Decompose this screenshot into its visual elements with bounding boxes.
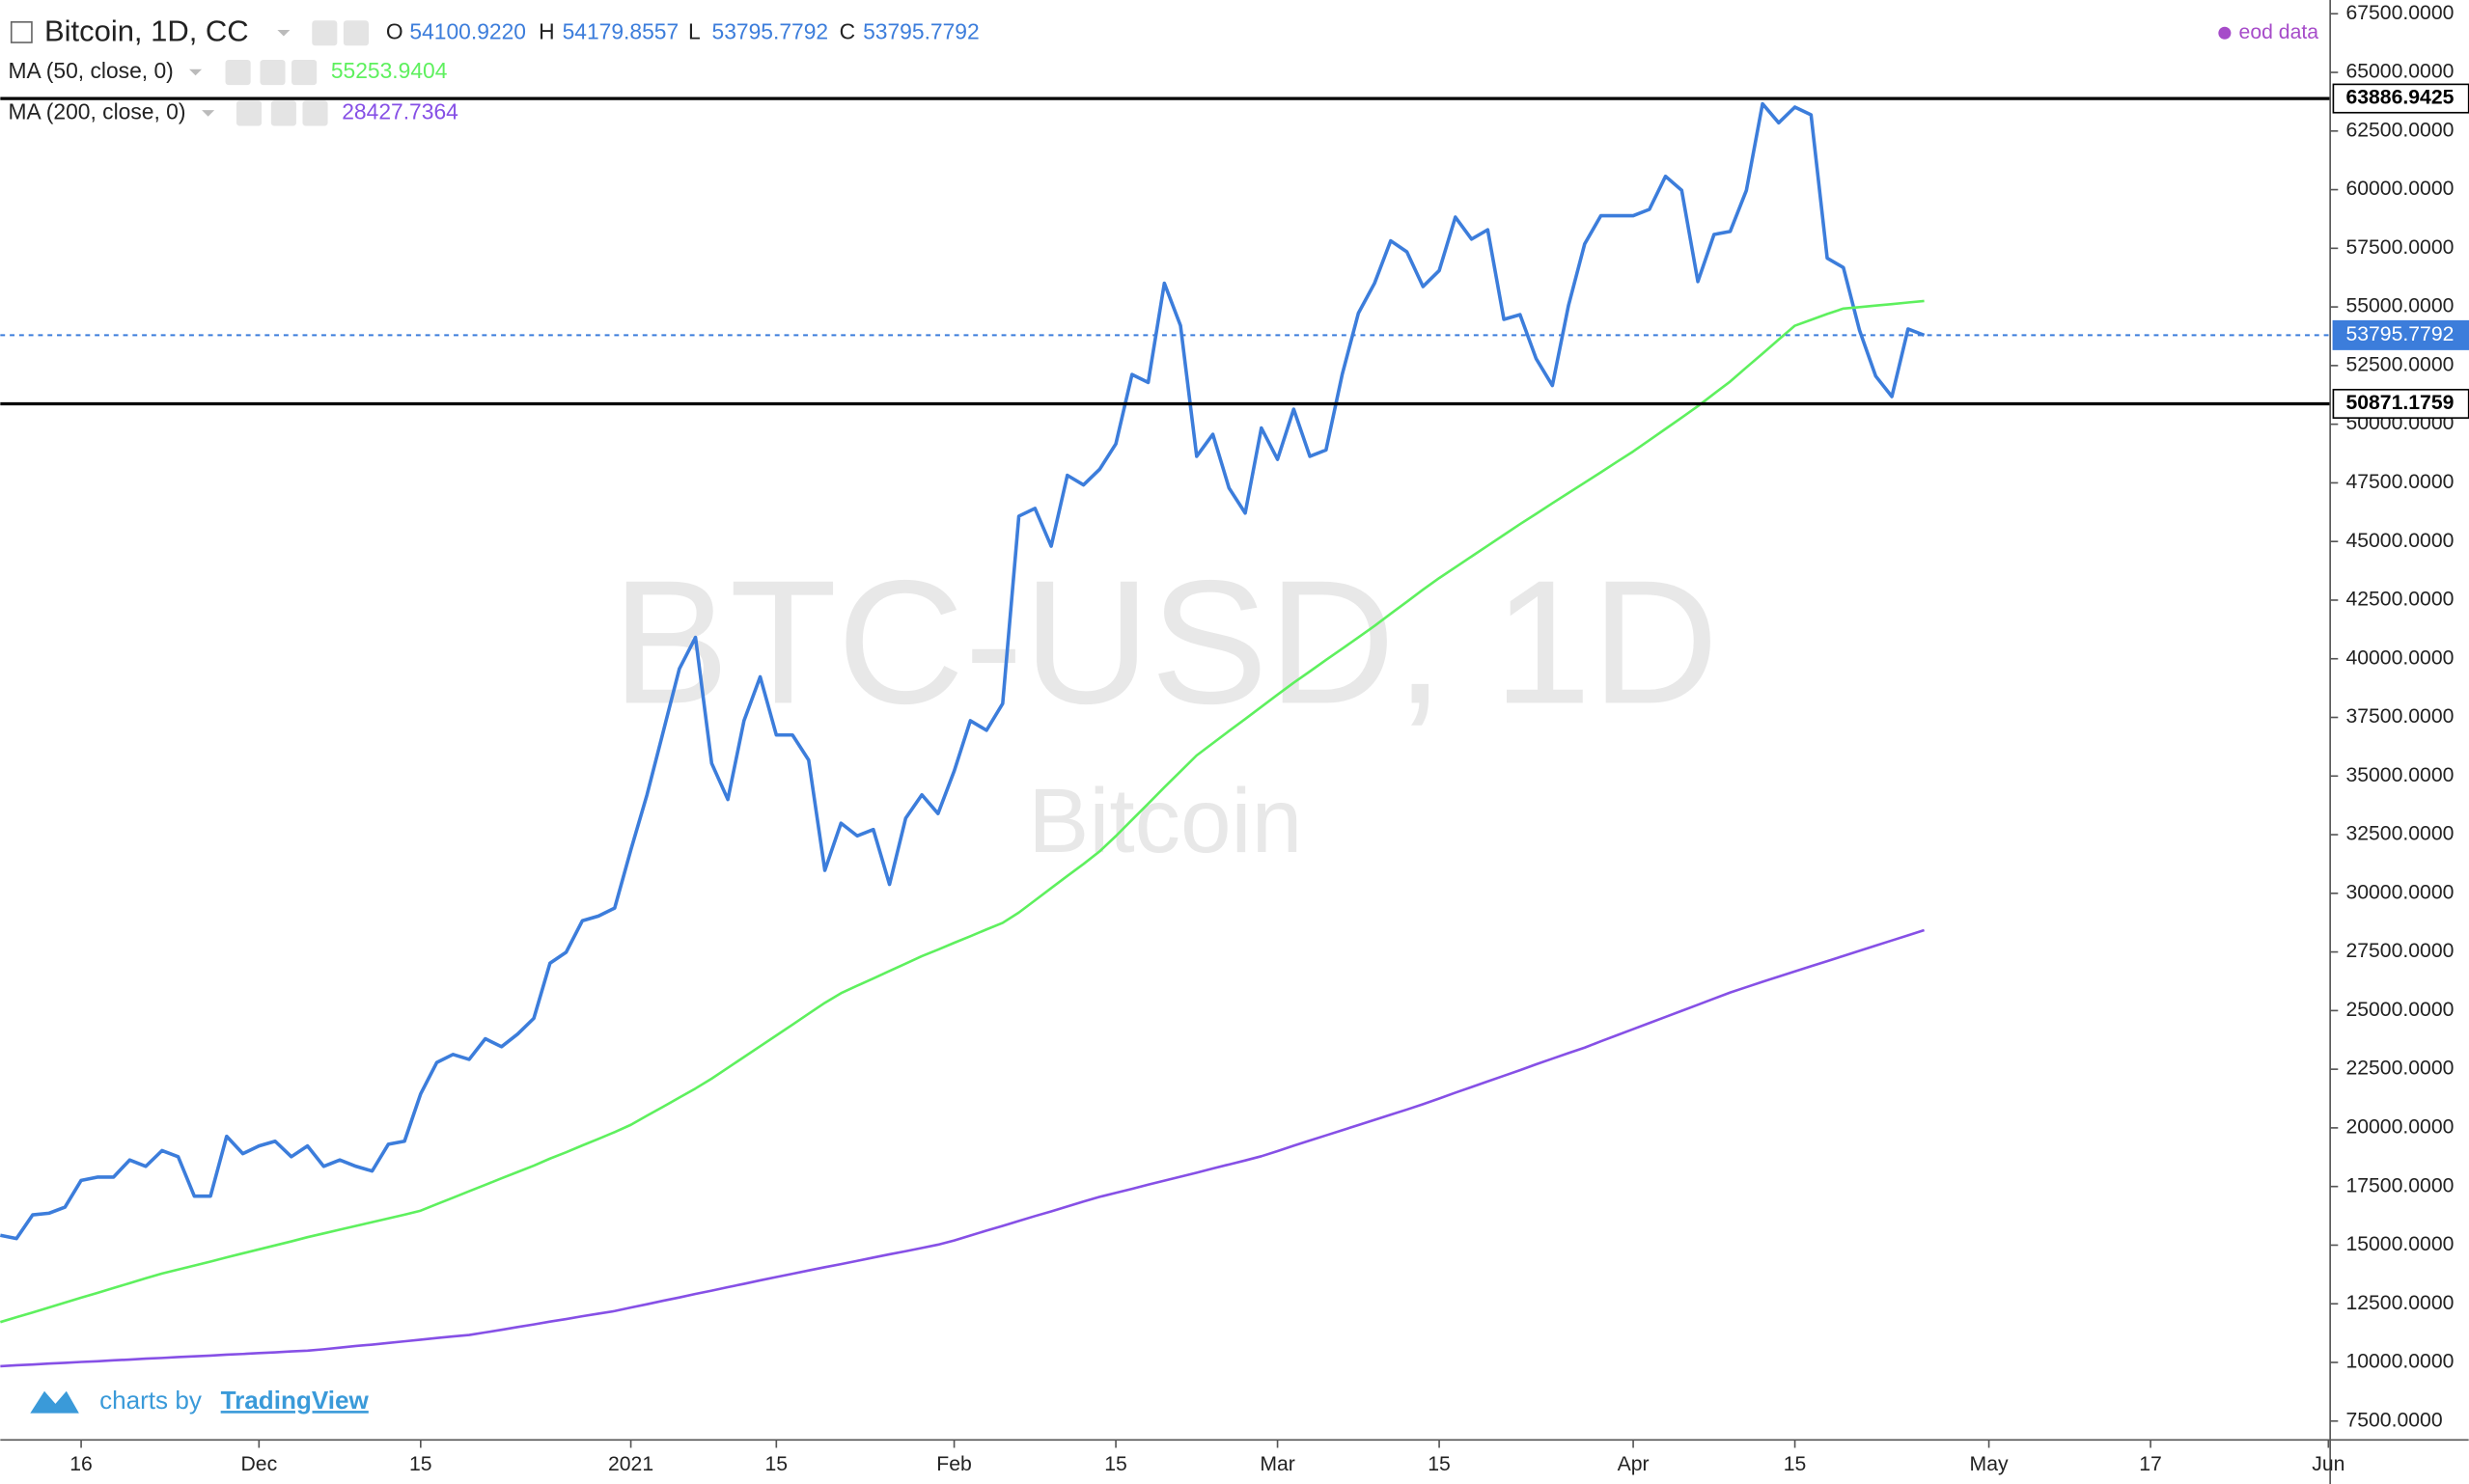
y-tick-label: 37500.0000 — [2345, 705, 2454, 728]
y-tick-label: 65000.0000 — [2345, 61, 2454, 83]
legend-icon — [312, 20, 338, 46]
y-tick-label: 45000.0000 — [2345, 530, 2454, 552]
y-tick-label: 52500.0000 — [2345, 353, 2454, 375]
watermark-symbol: BTC-USD, 1D — [612, 543, 1719, 740]
source-label: eod data — [2239, 21, 2319, 43]
legend-value: 55253.9404 — [331, 58, 448, 83]
x-tick-label: Jun — [2312, 1453, 2344, 1475]
ohlc-value: 54179.8557 — [563, 18, 680, 43]
y-tick-label: 32500.0000 — [2345, 823, 2454, 845]
series-line — [0, 101, 1926, 1241]
legend-icon — [291, 59, 318, 86]
legend-icon — [225, 59, 251, 86]
x-tick-label: 17 — [2139, 1453, 2162, 1475]
x-tick-label: 2021 — [608, 1453, 653, 1475]
ohlc-name: O — [386, 18, 403, 43]
ohlc-name: L — [688, 18, 701, 43]
y-tick-label: 15000.0000 — [2345, 1233, 2454, 1255]
x-tick-label: 16 — [69, 1453, 93, 1475]
y-tick-label: 55000.0000 — [2345, 295, 2454, 317]
logo-shape — [30, 1390, 79, 1414]
legend-value: 28427.7364 — [342, 98, 458, 124]
ohlc-value: 53795.7792 — [863, 18, 980, 43]
price-label-box — [2332, 388, 2469, 419]
x-tick-label: Apr — [1618, 1453, 1650, 1475]
price-label: 50871.1759 — [2345, 392, 2454, 414]
legend-icon — [236, 100, 263, 126]
brand-link[interactable]: TradingView — [221, 1386, 370, 1415]
source-dot — [2218, 26, 2232, 40]
x-tick-label: Feb — [936, 1453, 972, 1475]
y-tick-label: 17500.0000 — [2345, 1174, 2454, 1196]
ohlc-name: C — [840, 18, 855, 43]
x-tick-label: 15 — [1784, 1453, 1807, 1475]
y-tick-label: 67500.0000 — [2345, 2, 2454, 24]
y-tick-label: 42500.0000 — [2345, 589, 2454, 611]
legend-name: MA (200, close, 0) — [8, 98, 185, 124]
legend-icon — [260, 59, 286, 86]
y-tick-label: 12500.0000 — [2345, 1292, 2454, 1314]
time-axis-panel — [0, 1440, 2331, 1484]
legend-name: Bitcoin, 1D, CC — [44, 14, 249, 47]
price-label-box — [2332, 83, 2469, 114]
y-tick-label: 7500.0000 — [2345, 1409, 2442, 1431]
brand-logo — [30, 1390, 79, 1414]
y-tick-label: 40000.0000 — [2345, 646, 2454, 669]
legend-icon — [343, 20, 369, 46]
y-tick-label: 20000.0000 — [2345, 1116, 2454, 1139]
legend-caret — [277, 29, 291, 37]
y-tick-label: 22500.0000 — [2345, 1058, 2454, 1080]
y-tick-label: 47500.0000 — [2345, 471, 2454, 493]
x-tick-label: Dec — [240, 1453, 277, 1475]
legend: Bitcoin, 1D, CC O 54100.9220 H 54179.8557 L 53… — [8, 14, 980, 126]
x-tick-label: 15 — [1104, 1453, 1127, 1475]
ohlc-name: H — [539, 18, 555, 43]
price-label-box — [2332, 319, 2469, 350]
y-tick-label: 10000.0000 — [2345, 1351, 2454, 1373]
y-tick-label: 35000.0000 — [2345, 764, 2454, 786]
price-label: 63886.9425 — [2345, 87, 2454, 109]
y-tick-label: 25000.0000 — [2345, 999, 2454, 1021]
x-tick-label: May — [1970, 1453, 2009, 1475]
x-tick-label: Mar — [1260, 1453, 1295, 1475]
ohlc-value: 53795.7792 — [712, 18, 829, 43]
ohlc-value: 54100.9220 — [409, 18, 526, 43]
x-tick-label: 15 — [765, 1453, 789, 1475]
legend-caret — [189, 69, 203, 76]
legend-icon — [302, 100, 328, 126]
y-tick-label: 60000.0000 — [2345, 178, 2454, 200]
legend-icon — [270, 100, 296, 126]
x-tick-label: 15 — [409, 1453, 432, 1475]
y-tick-label: 27500.0000 — [2345, 940, 2454, 962]
y-tick-label: 57500.0000 — [2345, 236, 2454, 259]
series-line — [0, 928, 1925, 1368]
collapse-icon — [10, 21, 33, 43]
series-line — [0, 299, 1925, 1324]
price-label: 53795.7792 — [2345, 323, 2454, 345]
y-tick-label: 62500.0000 — [2345, 119, 2454, 141]
plot-area — [0, 96, 2331, 1368]
legend-name: MA (50, close, 0) — [8, 58, 173, 83]
brand-prefix: charts by — [99, 1386, 202, 1415]
y-tick-label: 30000.0000 — [2345, 881, 2454, 903]
price-axis-panel — [2330, 0, 2469, 1484]
x-tick-label: 15 — [1428, 1453, 1451, 1475]
legend-caret — [202, 110, 215, 117]
